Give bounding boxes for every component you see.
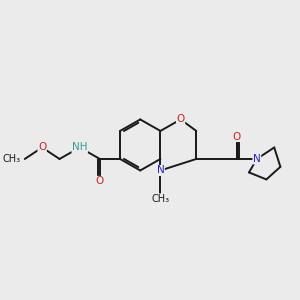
- Text: N: N: [253, 154, 261, 164]
- Text: CH₃: CH₃: [2, 154, 21, 164]
- Text: NH: NH: [72, 142, 88, 152]
- Text: N: N: [157, 166, 164, 176]
- Text: O: O: [232, 131, 241, 142]
- Text: O: O: [96, 176, 104, 186]
- Text: O: O: [38, 142, 46, 152]
- Text: O: O: [176, 114, 185, 124]
- Text: CH₃: CH₃: [152, 194, 169, 204]
